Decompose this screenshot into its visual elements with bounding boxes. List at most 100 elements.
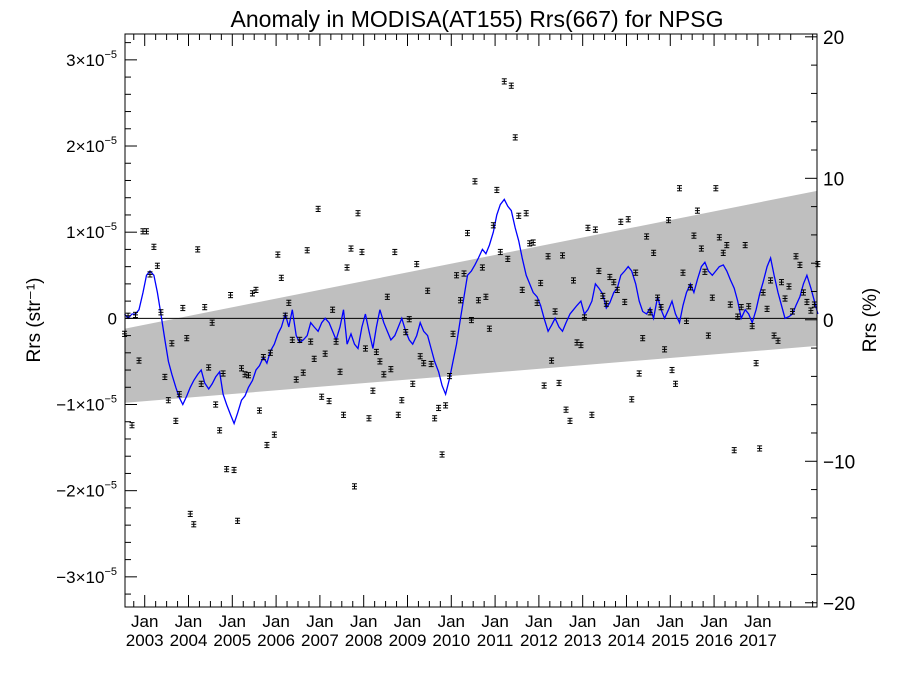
data-point	[527, 240, 533, 247]
data-point	[286, 299, 292, 306]
data-point	[683, 317, 689, 325]
data-point	[651, 249, 657, 256]
data-point	[618, 218, 624, 225]
data-point	[403, 329, 409, 336]
data-point	[366, 415, 372, 422]
x-tick-label-month: Jan	[394, 612, 421, 631]
x-tick-label-year: 2011	[477, 631, 514, 650]
data-point	[811, 301, 817, 308]
data-point	[552, 308, 558, 315]
data-point	[556, 379, 562, 387]
data-point	[239, 365, 245, 372]
data-point	[768, 277, 774, 284]
data-point	[563, 406, 569, 413]
data-point	[198, 380, 204, 387]
x-tick-label-month: Jan	[657, 612, 684, 631]
data-point	[731, 447, 737, 454]
data-point	[578, 341, 584, 349]
data-point	[636, 370, 642, 377]
data-point	[381, 371, 387, 378]
data-point	[589, 411, 595, 418]
data-point	[384, 293, 390, 300]
data-point	[289, 336, 295, 343]
data-point	[614, 286, 620, 293]
data-point	[176, 391, 182, 398]
data-point	[359, 248, 365, 256]
data-point	[293, 376, 299, 383]
data-point	[136, 357, 142, 364]
data-point	[753, 360, 759, 367]
x-tick-label-year: 2015	[651, 631, 689, 650]
x-tick-label-year: 2007	[301, 631, 339, 650]
data-point	[797, 261, 803, 269]
data-point	[738, 304, 744, 311]
x-tick-label-month: Jan	[262, 612, 289, 631]
data-point	[680, 269, 686, 276]
data-point	[260, 354, 266, 361]
data-point	[691, 232, 697, 239]
data-point	[549, 357, 555, 364]
data-point	[392, 248, 398, 256]
data-point	[592, 226, 598, 233]
chart-title: Anomaly in MODISA(AT155) Rrs(667) for NP…	[231, 6, 724, 32]
data-point	[253, 286, 259, 293]
data-point	[326, 397, 332, 405]
x-tick-label-year: 2012	[520, 631, 558, 650]
data-point	[501, 78, 507, 85]
data-point	[173, 417, 179, 424]
data-point	[147, 271, 153, 278]
y-right-tick-label: −10	[823, 452, 855, 473]
data-point	[793, 253, 799, 260]
data-point	[377, 358, 383, 365]
data-point	[348, 245, 354, 252]
data-point	[308, 338, 314, 345]
data-point	[341, 411, 347, 418]
data-point	[815, 260, 821, 268]
smoothed-anomaly-line	[124, 198, 819, 426]
data-point	[720, 249, 726, 256]
y-left-tick-label: 3×10−5	[66, 49, 117, 70]
data-point	[180, 304, 186, 312]
data-point	[297, 336, 303, 343]
data-point	[464, 229, 470, 237]
data-point	[647, 309, 653, 316]
y-left-tick-label: 0	[108, 309, 117, 328]
data-point	[603, 300, 609, 307]
data-point	[716, 234, 722, 241]
data-point	[530, 239, 536, 246]
data-point	[490, 222, 496, 229]
data-point	[417, 353, 423, 360]
data-point	[275, 251, 281, 258]
data-point	[129, 422, 135, 429]
plot-frame	[124, 33, 818, 608]
x-tick-label-month: Jan	[131, 612, 158, 631]
x-tick-label-month: Jan	[438, 612, 465, 631]
data-point	[220, 370, 226, 377]
data-point	[749, 323, 755, 330]
data-point	[508, 82, 514, 89]
data-point	[611, 279, 617, 286]
data-point	[447, 372, 453, 380]
x-tick-label-year: 2014	[608, 631, 646, 650]
data-point	[410, 380, 416, 387]
data-point	[228, 291, 234, 299]
data-point	[235, 517, 241, 524]
x-tick-label-month: Jan	[525, 612, 552, 631]
data-point	[330, 306, 336, 313]
data-point	[486, 325, 492, 332]
data-point	[709, 294, 715, 301]
data-point	[249, 290, 255, 297]
data-point	[644, 233, 650, 240]
data-point	[760, 289, 766, 296]
data-point	[483, 293, 489, 300]
data-point	[162, 373, 168, 381]
data-point	[373, 348, 379, 356]
data-point	[497, 248, 503, 256]
data-point	[362, 345, 368, 352]
data-point	[187, 510, 193, 518]
data-point	[698, 245, 704, 252]
data-point	[633, 269, 639, 276]
data-point	[622, 298, 628, 306]
data-point	[570, 277, 576, 284]
